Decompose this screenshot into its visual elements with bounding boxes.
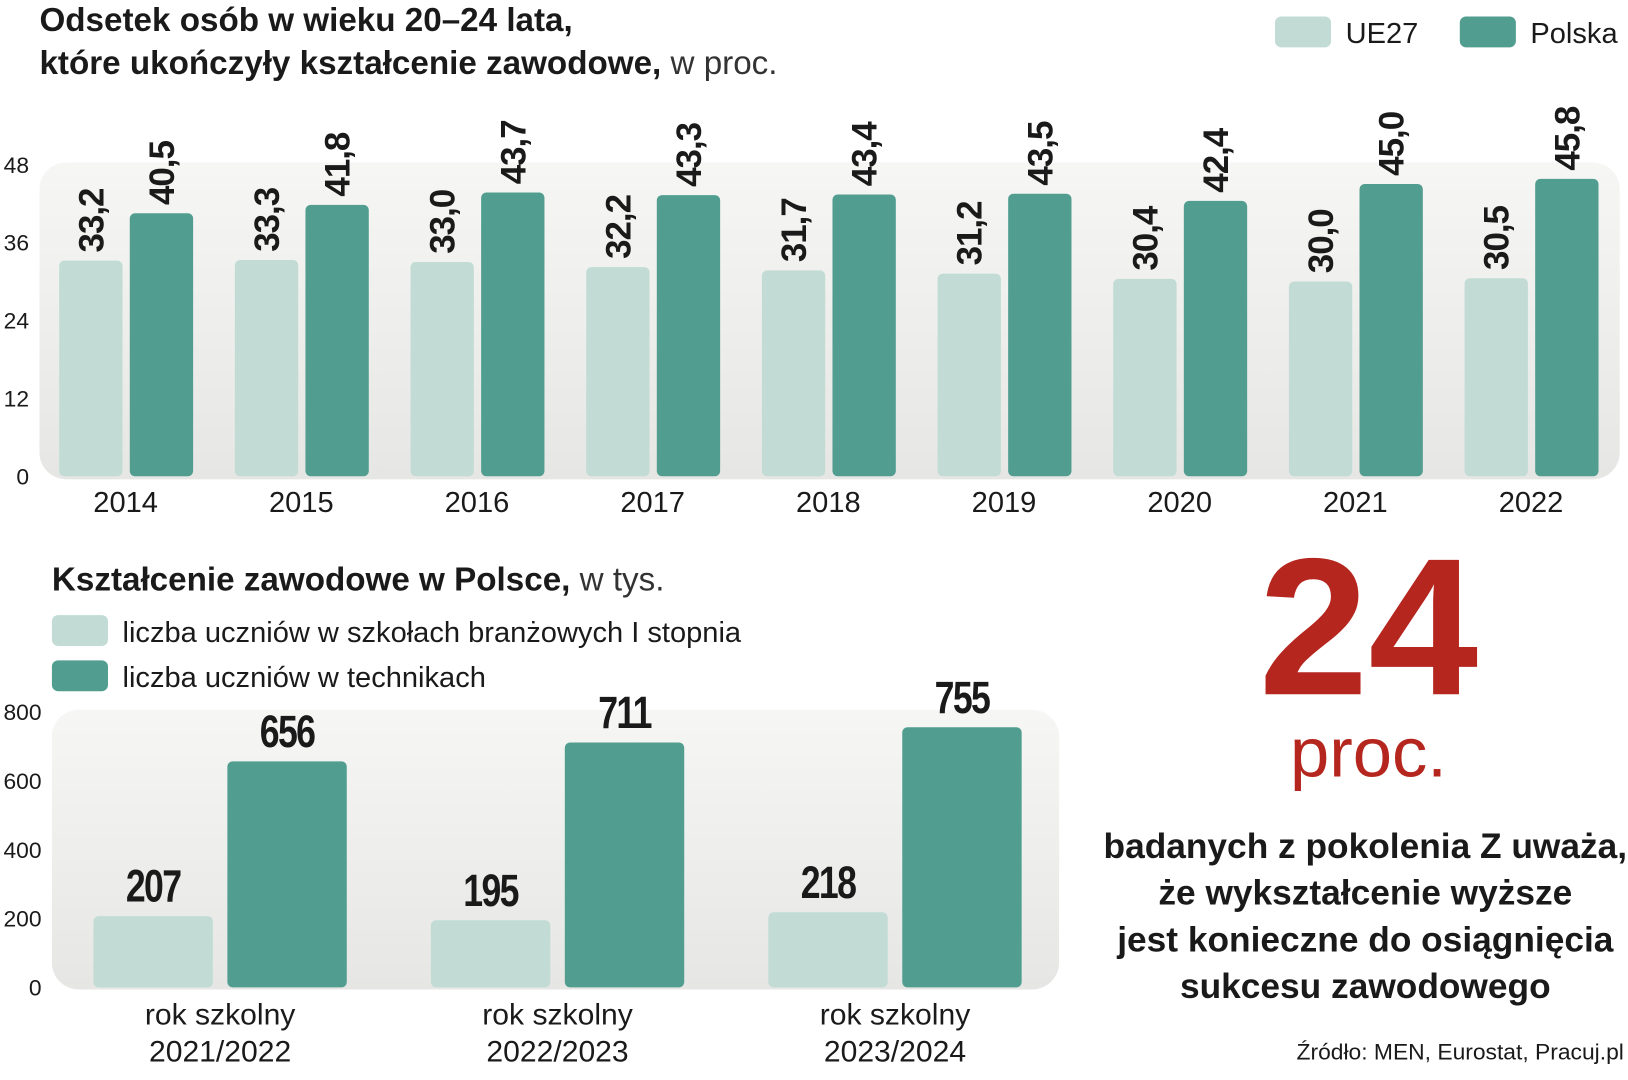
bar <box>1535 178 1599 477</box>
y-tick-label: 600 <box>3 768 41 794</box>
bar <box>1183 200 1248 477</box>
callout-unit: proc. <box>1290 713 1447 792</box>
data-label: 207 <box>126 861 181 912</box>
data-label: 43,3 <box>670 122 709 186</box>
callout-line: jest konieczne do osiągnięcia <box>1116 921 1614 960</box>
data-label: 30,0 <box>1302 209 1341 273</box>
bar <box>1359 184 1423 477</box>
legend-label: liczba uczniów w szkołach branżowych I s… <box>123 617 742 649</box>
callout-line: badanych z pokolenia Z uważa, <box>1104 827 1628 866</box>
y-tick-label: 0 <box>16 464 29 490</box>
bar <box>1464 278 1528 477</box>
x-tick-label: 2022/2023 <box>486 1036 628 1069</box>
title-unit: w proc. <box>669 45 777 82</box>
y-tick-label: 12 <box>4 386 29 412</box>
bar <box>305 204 369 477</box>
x-tick-label: 2015 <box>269 487 334 519</box>
y-tick-label: 24 <box>4 308 29 334</box>
data-label: 711 <box>598 687 652 738</box>
y-tick-label: 200 <box>3 906 41 932</box>
bar <box>768 912 888 988</box>
data-label: 45,8 <box>1548 106 1587 170</box>
data-label: 43,7 <box>494 120 533 184</box>
bar <box>937 273 1001 477</box>
bar <box>430 920 551 988</box>
bar <box>761 270 826 477</box>
chart-title: Odsetek osób w wieku 20–24 lata, <box>39 2 572 39</box>
bar <box>1008 193 1072 477</box>
data-label: 43,5 <box>1021 121 1060 185</box>
source: Źródło: MEN, Eurostat, Pracuj.pl <box>1297 1039 1624 1065</box>
bar <box>481 192 545 477</box>
bar <box>656 195 721 477</box>
legend-swatch <box>51 615 108 646</box>
legend-swatch <box>1459 16 1516 48</box>
x-tick-label: rok szkolny <box>145 999 296 1032</box>
data-label: 45,0 <box>1372 111 1411 175</box>
data-label: 31,2 <box>951 201 990 265</box>
data-label: 755 <box>935 672 991 723</box>
x-tick-label: 2022 <box>1499 487 1564 519</box>
y-tick-label: 800 <box>3 699 41 725</box>
legend-swatch <box>1274 16 1332 48</box>
bar <box>1288 281 1353 477</box>
data-label: 41,8 <box>318 132 357 196</box>
legend-label: Polska <box>1530 18 1618 50</box>
data-label: 32,2 <box>599 195 638 259</box>
data-label: 30,4 <box>1126 205 1165 270</box>
x-tick-label: rok szkolny <box>482 999 633 1032</box>
bar <box>832 194 896 477</box>
bar <box>586 267 650 477</box>
x-tick-label: 2023/2024 <box>824 1036 966 1069</box>
bar <box>410 261 474 477</box>
legend-label: UE27 <box>1346 18 1419 50</box>
data-label: 42,4 <box>1197 127 1236 192</box>
x-tick-label: 2018 <box>796 487 861 519</box>
x-tick-label: 2021/2022 <box>149 1036 291 1069</box>
bar <box>564 742 685 988</box>
callout-number: 24 <box>1259 517 1478 736</box>
bar <box>93 916 213 988</box>
legend-label: liczba uczniów w technikach <box>123 662 486 694</box>
bar <box>902 727 1022 988</box>
data-label: 33,3 <box>248 187 287 251</box>
data-label: 31,7 <box>775 198 814 262</box>
data-label: 218 <box>801 857 857 908</box>
data-label: 43,4 <box>845 121 884 186</box>
callout-line: sukcesu zawodowego <box>1180 967 1551 1006</box>
data-label: 30,5 <box>1478 206 1517 270</box>
data-label: 656 <box>260 706 316 757</box>
data-label: 33,2 <box>72 188 111 252</box>
data-label: 195 <box>463 865 519 916</box>
x-tick-label: 2016 <box>445 487 510 519</box>
data-label: 40,5 <box>143 141 182 205</box>
callout-line: że wykształcenie wyższe <box>1158 874 1572 913</box>
title-unit: w tys. <box>579 562 665 599</box>
bar <box>1113 278 1177 477</box>
y-tick-label: 36 <box>4 230 29 256</box>
bar <box>129 213 194 477</box>
y-tick-label: 0 <box>29 975 42 1001</box>
y-tick-label: 400 <box>3 837 41 863</box>
callout-text: badanych z pokolenia Z uważa, że wykształ… <box>1104 827 1628 1006</box>
legend-swatch <box>51 660 108 692</box>
data-label: 33,0 <box>424 189 463 253</box>
chart-title: które ukończyły kształcenie zawodowe, w … <box>39 45 777 82</box>
x-tick-label: 2021 <box>1323 487 1388 519</box>
x-tick-label: 2020 <box>1147 487 1212 519</box>
bar <box>227 761 347 988</box>
x-tick-label: 2017 <box>620 487 685 519</box>
chart-title-line: które ukończyły kształcenie zawodowe, <box>39 45 661 82</box>
bar <box>59 260 123 477</box>
x-tick-label: 2019 <box>972 487 1037 519</box>
x-tick-label: rok szkolny <box>820 999 971 1032</box>
x-tick-label: 2014 <box>93 487 158 519</box>
bar <box>234 260 299 477</box>
y-tick-label: 48 <box>4 152 29 178</box>
chart-title: Kształcenie zawodowe w Polsce, w tys. <box>52 562 665 599</box>
chart-title-line: Kształcenie zawodowe w Polsce, <box>52 562 570 599</box>
